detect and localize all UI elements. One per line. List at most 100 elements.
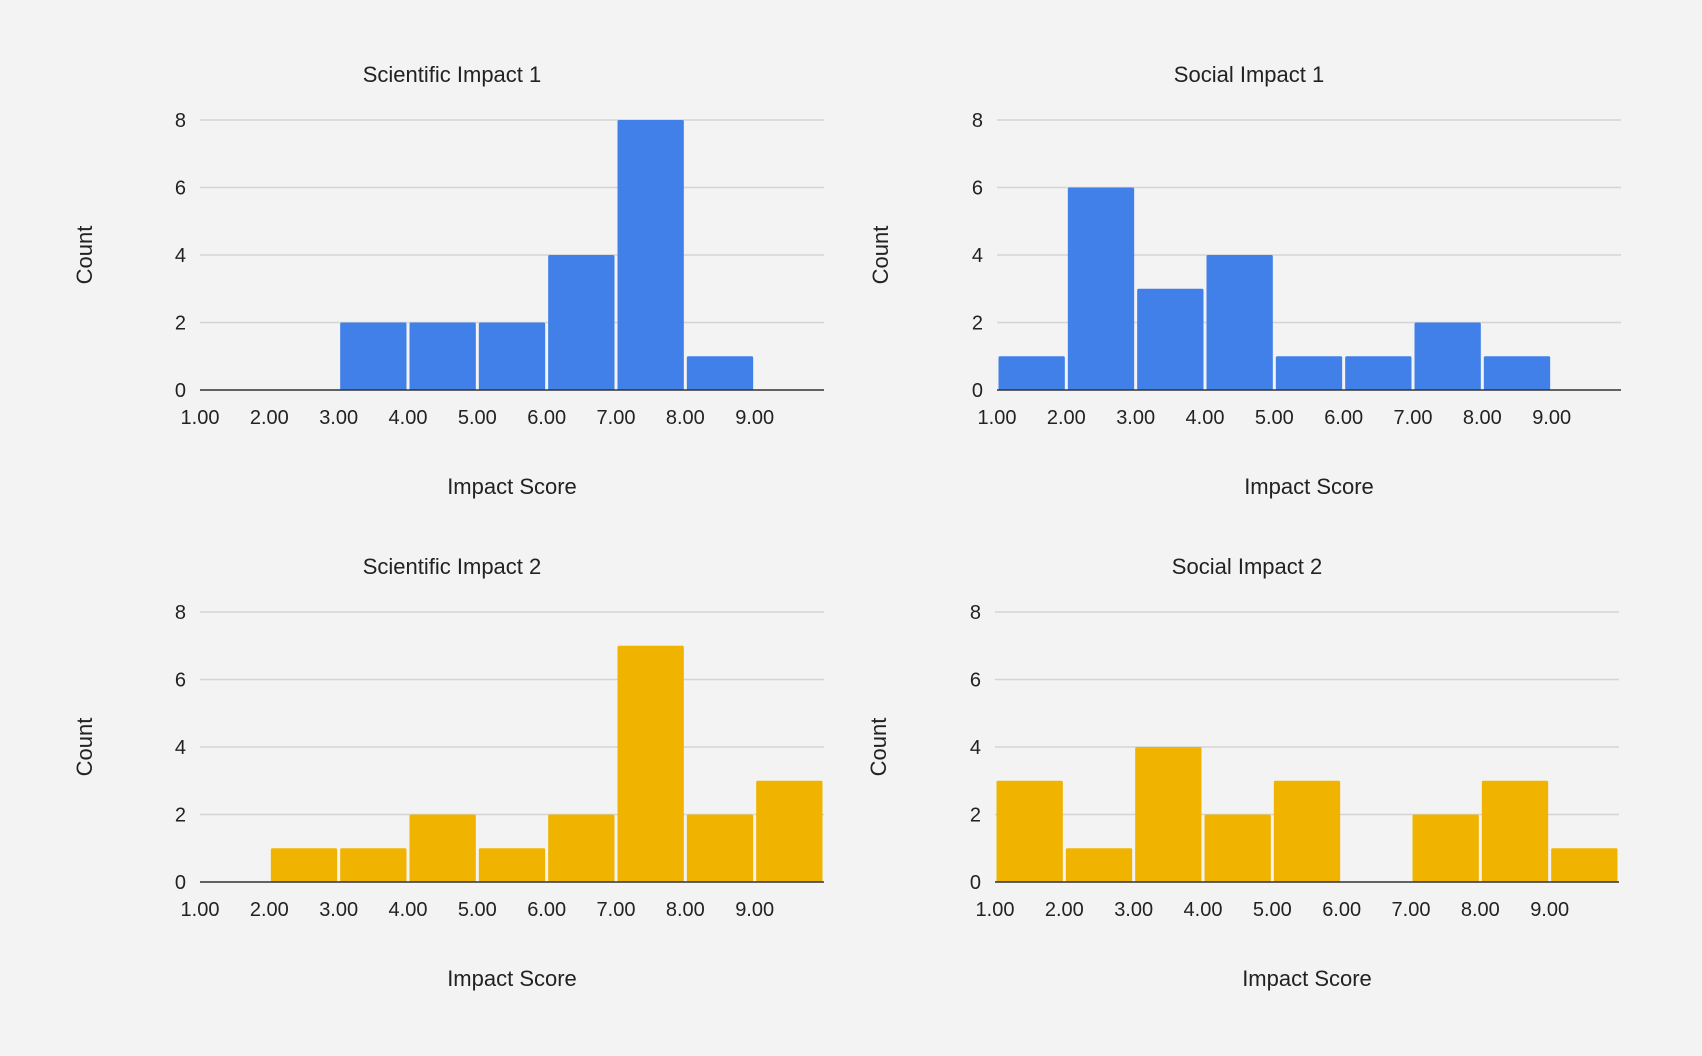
histogram-bar: [1481, 780, 1549, 882]
histogram-bar: [548, 255, 615, 390]
histogram-bar: [617, 120, 684, 390]
histogram-bar: [1206, 255, 1273, 390]
x-tick-label: 7.00: [597, 407, 636, 429]
y-tick-label: 2: [972, 313, 983, 335]
y-tick-label: 2: [175, 313, 186, 335]
x-tick-label: 6.00: [1324, 407, 1363, 429]
histogram-bar: [1137, 288, 1204, 390]
x-tick-label: 5.00: [1255, 407, 1294, 429]
y-tick-label: 6: [175, 178, 186, 200]
histogram-bar: [1414, 322, 1481, 390]
x-axis-title: Impact Score: [1242, 966, 1372, 991]
histogram-bar: [1551, 848, 1618, 882]
y-tick-label: 8: [972, 110, 983, 132]
histogram-bar: [1273, 780, 1341, 882]
y-tick-label: 0: [972, 380, 983, 402]
x-tick-label: 6.00: [527, 899, 566, 921]
x-tick-label: 4.00: [389, 899, 428, 921]
histogram-chart-2: Social Impact 1 0 2 4 6 8 1.00 2.00 3.00 4.00 5.00…: [868, 62, 1621, 499]
x-tick-label: 3.00: [1114, 899, 1153, 921]
x-tick-label: 1.00: [181, 899, 220, 921]
x-tick-label: 7.00: [1394, 407, 1433, 429]
histogram-bar: [686, 356, 754, 390]
histogram-bar: [409, 322, 476, 390]
x-tick-label: 3.00: [1116, 407, 1155, 429]
histogram-bar: [1275, 356, 1343, 390]
x-tick-label: 8.00: [666, 407, 705, 429]
y-tick-label: 6: [175, 670, 186, 692]
x-tick-label: 5.00: [1253, 899, 1292, 921]
y-axis-title: Count: [866, 718, 891, 777]
x-tick-label: 3.00: [319, 407, 358, 429]
x-tick-label: 7.00: [597, 899, 636, 921]
y-tick-label: 4: [175, 245, 186, 267]
histogram-bar: [1204, 814, 1271, 882]
x-tick-label: 9.00: [735, 407, 774, 429]
histogram-bar: [340, 322, 407, 390]
x-tick-label: 5.00: [458, 407, 497, 429]
x-tick-label: 1.00: [181, 407, 220, 429]
x-tick-label: 1.00: [978, 407, 1017, 429]
y-tick-label: 8: [175, 110, 186, 132]
x-axis-title: Impact Score: [447, 966, 577, 991]
histogram-bar: [548, 814, 615, 882]
histogram-bar: [1483, 356, 1551, 390]
x-tick-label: 4.00: [389, 407, 428, 429]
histogram-bar: [478, 322, 546, 390]
x-tick-label: 2.00: [1047, 407, 1086, 429]
chart-title: Scientific Impact 1: [363, 62, 542, 87]
chart-title: Social Impact 2: [1172, 554, 1322, 579]
histogram-bar: [1135, 747, 1202, 882]
y-tick-label: 8: [175, 602, 186, 624]
x-tick-label: 4.00: [1186, 407, 1225, 429]
y-tick-label: 6: [972, 178, 983, 200]
x-axis-title: Impact Score: [1244, 474, 1374, 499]
y-tick-label: 4: [175, 737, 186, 759]
x-tick-label: 8.00: [1461, 899, 1500, 921]
y-tick-label: 4: [970, 737, 981, 759]
histogram-chart-3: Scientific Impact 2 0 2 4 6 8 1.00 2.00 3.00 4.00…: [72, 554, 824, 991]
y-axis-title: Count: [72, 718, 97, 777]
x-tick-label: 9.00: [1530, 899, 1569, 921]
histogram-bar: [270, 848, 338, 882]
histogram-bar: [1412, 814, 1479, 882]
histogram-bar: [1345, 356, 1412, 390]
y-tick-label: 2: [970, 805, 981, 827]
x-tick-label: 6.00: [1322, 899, 1361, 921]
y-tick-label: 6: [970, 670, 981, 692]
y-tick-label: 8: [970, 602, 981, 624]
x-tick-label: 2.00: [250, 407, 289, 429]
x-tick-label: 9.00: [1532, 407, 1571, 429]
histogram-bar: [478, 848, 546, 882]
y-tick-label: 4: [972, 245, 983, 267]
x-tick-label: 8.00: [666, 899, 705, 921]
histogram-bar: [1065, 848, 1133, 882]
x-tick-label: 9.00: [735, 899, 774, 921]
histogram-bar: [998, 356, 1065, 390]
x-tick-label: 3.00: [319, 899, 358, 921]
y-axis-title: Count: [72, 226, 97, 285]
x-tick-label: 8.00: [1463, 407, 1502, 429]
x-tick-label: 5.00: [458, 899, 497, 921]
x-tick-label: 2.00: [250, 899, 289, 921]
chart-title: Social Impact 1: [1174, 62, 1324, 87]
x-axis-title: Impact Score: [447, 474, 577, 499]
x-tick-label: 2.00: [1045, 899, 1084, 921]
chart-title: Scientific Impact 2: [363, 554, 542, 579]
histogram-chart-1: Scientific Impact 1 0 2 4 6 8 1.00 2.00 3.00 4.00…: [72, 62, 824, 499]
x-tick-label: 1.00: [976, 899, 1015, 921]
x-tick-label: 7.00: [1392, 899, 1431, 921]
histogram-bar: [340, 848, 407, 882]
y-axis-title: Count: [868, 226, 893, 285]
histogram-bar: [617, 645, 684, 882]
y-tick-label: 0: [970, 872, 981, 894]
histogram-bar: [686, 814, 754, 882]
histogram-bar: [409, 814, 476, 882]
histogram-bar: [996, 780, 1063, 882]
y-tick-label: 0: [175, 380, 186, 402]
histogram-bar: [1067, 187, 1135, 390]
y-tick-label: 0: [175, 872, 186, 894]
histogram-chart-4: Social Impact 2 0 2 4 6 8 1.00 2.00 3.00 4.00 5.00…: [866, 554, 1619, 991]
